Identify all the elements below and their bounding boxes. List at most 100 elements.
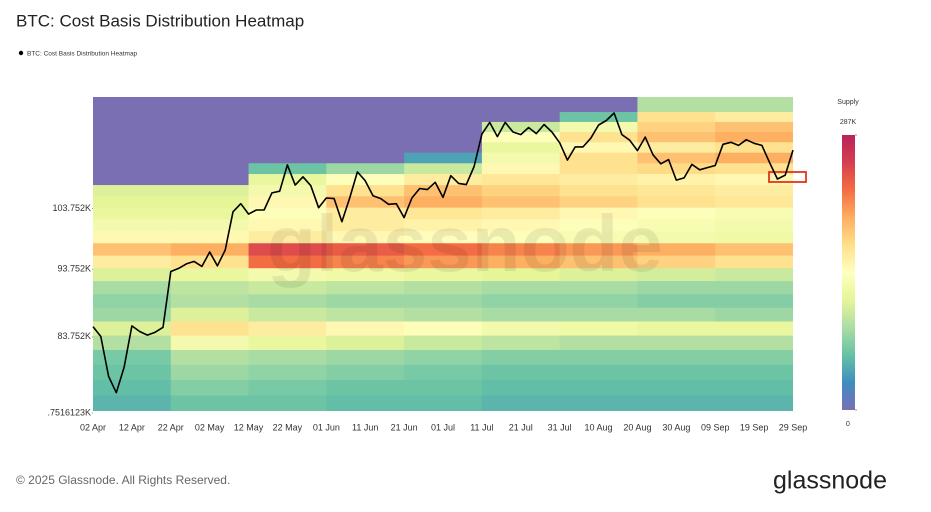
heat-cell xyxy=(559,97,638,113)
heat-cell xyxy=(93,267,172,282)
heat-cell xyxy=(93,280,172,295)
heat-cell xyxy=(170,195,250,208)
heat-cell xyxy=(481,141,561,153)
heat-cell xyxy=(481,184,561,197)
x-tick-label: 11 Jun xyxy=(352,422,378,432)
heat-cell xyxy=(404,131,483,143)
heat-cell xyxy=(404,395,483,411)
heat-cell xyxy=(326,242,405,256)
y-tick-label: .7516123K xyxy=(47,407,91,417)
heat-cell xyxy=(404,335,483,351)
heat-cell xyxy=(481,195,561,208)
heat-cell xyxy=(481,111,561,122)
heat-cell xyxy=(559,195,638,208)
heat-cell xyxy=(326,218,405,232)
heat-cell xyxy=(326,255,405,269)
copyright: © 2025 Glassnode. All Rights Reserved. xyxy=(16,473,230,487)
heat-cell xyxy=(93,230,172,244)
heat-cell xyxy=(326,349,405,365)
heat-cell xyxy=(715,121,793,133)
heat-cell xyxy=(93,184,172,197)
heat-cell xyxy=(248,131,327,143)
heat-cell xyxy=(637,111,716,122)
heat-cell xyxy=(326,141,405,153)
heat-cell xyxy=(559,267,638,282)
heat-cell xyxy=(559,230,638,244)
heat-cell xyxy=(170,152,250,164)
heat-cell xyxy=(404,307,483,322)
heat-cell xyxy=(559,335,638,351)
heat-cell xyxy=(93,207,172,220)
legend-marker xyxy=(18,50,24,56)
heat-cell xyxy=(559,131,638,143)
heat-cell xyxy=(404,97,483,113)
x-tick-label: 30 Aug xyxy=(662,422,690,432)
heat-cell xyxy=(715,379,793,396)
heat-cell xyxy=(248,97,327,113)
heat-cell xyxy=(559,152,638,164)
watermark: glassnode xyxy=(267,199,663,288)
heat-cell xyxy=(170,307,250,322)
heat-cell xyxy=(93,349,172,365)
heat-cell xyxy=(637,184,716,197)
heat-cell xyxy=(715,152,793,164)
heat-cell xyxy=(170,293,250,308)
heat-cell xyxy=(170,207,250,220)
heat-cell xyxy=(559,111,638,122)
heat-cell xyxy=(637,218,716,232)
x-tick-label: 29 Sep xyxy=(779,422,808,432)
heat-cell xyxy=(559,218,638,232)
heat-cell xyxy=(637,97,716,113)
heat-cell xyxy=(637,320,716,336)
heat-cell xyxy=(715,162,793,175)
x-tick-label: 31 Jul xyxy=(548,422,572,432)
heat-cell xyxy=(715,364,793,380)
heat-cell xyxy=(715,173,793,186)
x-tick-label: 01 Jun xyxy=(313,422,340,432)
highlight-box xyxy=(768,171,807,183)
heat-cell xyxy=(170,320,250,336)
heat-cell xyxy=(559,184,638,197)
heat-cell xyxy=(637,195,716,208)
x-tick-label: 19 Sep xyxy=(740,422,769,432)
heat-cell xyxy=(93,121,172,133)
heat-cell xyxy=(715,218,793,232)
logo: glassnode xyxy=(773,467,887,495)
x-tick-label: 10 Aug xyxy=(585,422,613,432)
heat-cell xyxy=(93,307,172,322)
y-tick-label: 103.752K xyxy=(52,203,91,213)
heat-cell xyxy=(715,230,793,244)
heat-cell xyxy=(559,162,638,175)
heat-cell xyxy=(481,242,561,256)
heat-cell xyxy=(170,395,250,411)
heat-cell xyxy=(637,141,716,153)
heat-cell xyxy=(715,255,793,269)
heat-cell xyxy=(404,280,483,295)
heat-cell xyxy=(170,121,250,133)
heat-cell xyxy=(248,349,327,365)
x-tick-label: 01 Jul xyxy=(431,422,455,432)
heat-cell xyxy=(170,141,250,153)
heat-cell xyxy=(481,307,561,322)
x-tick-label: 20 Aug xyxy=(623,422,651,432)
heat-cell xyxy=(404,320,483,336)
heat-cell xyxy=(93,162,172,175)
heat-cell xyxy=(637,152,716,164)
heat-cell xyxy=(404,267,483,282)
heat-cell xyxy=(481,152,561,164)
heat-cell xyxy=(559,242,638,256)
heat-cell xyxy=(715,307,793,322)
heat-cell xyxy=(326,364,405,380)
heat-cell xyxy=(404,230,483,244)
heat-cell xyxy=(481,131,561,143)
heat-cell xyxy=(559,173,638,186)
heat-cell xyxy=(93,242,172,256)
heat-cell xyxy=(248,230,327,244)
heat-cell xyxy=(404,184,483,197)
x-tick-label: 12 May xyxy=(234,422,264,432)
heat-cell xyxy=(715,320,793,336)
heat-cell xyxy=(93,195,172,208)
heat-cell xyxy=(404,207,483,220)
x-tick-label: 02 Apr xyxy=(80,422,106,432)
